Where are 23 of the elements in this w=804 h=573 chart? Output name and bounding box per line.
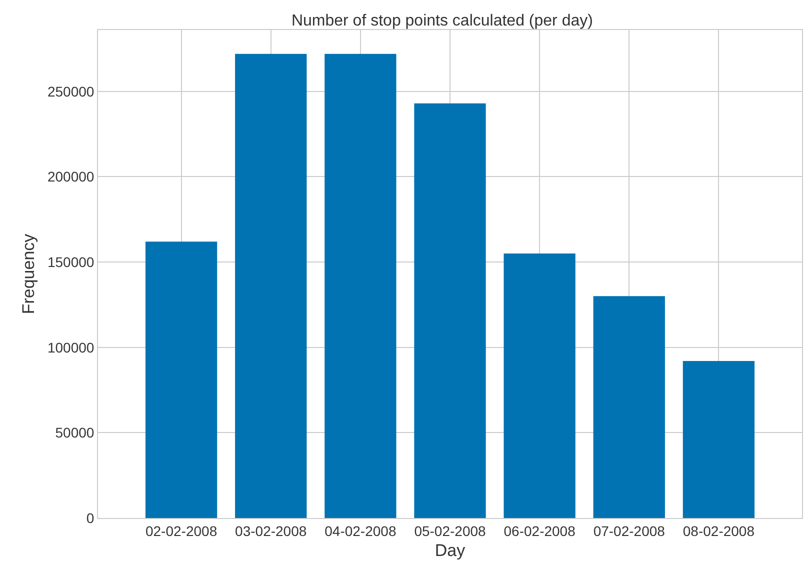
y-tick-label: 250000 [47,83,94,100]
bar [414,103,486,518]
y-tick-label: 150000 [47,254,94,270]
x-tick-label: 05-02-2008 [414,522,486,539]
bar [145,242,218,518]
bar [324,54,396,518]
bar [593,296,665,518]
x-tick-label: 04-02-2008 [324,522,396,539]
y-tick-label: 0 [86,510,94,526]
x-tick-label: 08-02-2008 [682,522,755,539]
x-tick-label: 07-02-2008 [593,522,666,539]
bar [504,254,576,518]
chart-title: Number of stop points calculated (per day) [291,12,593,30]
x-axis-title: Day [434,541,466,560]
bar [235,54,307,518]
y-tick-label: 200000 [47,168,94,185]
x-tick-label: 02-02-2008 [145,522,218,539]
bar [682,361,755,518]
y-axis-title: Frequency [19,233,38,314]
x-tick-label: 03-02-2008 [235,522,307,539]
x-tick-label: 06-02-2008 [504,522,576,539]
y-tick-label: 100000 [47,339,94,356]
y-tick-label: 50000 [55,424,94,441]
